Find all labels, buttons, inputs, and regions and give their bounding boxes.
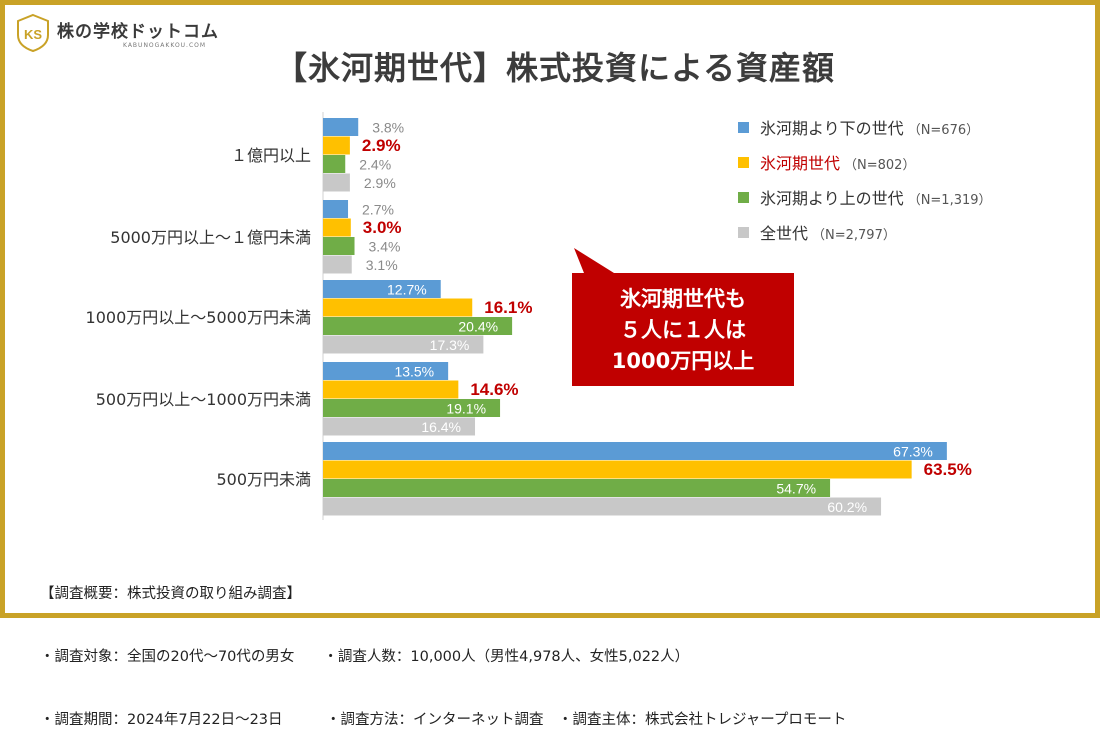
survey-note-line: ・調査期間：2024年7月22日～23日 ・調査方法：インターネット調査 ・調査… xyxy=(40,712,847,728)
bar-chart: １億円以上3.8%2.9%2.4%2.9%5000万円以上～１億円未満2.7%3… xyxy=(86,112,972,520)
data-label: 2.9% xyxy=(364,175,396,191)
category-label: 500万円以上～1000万円未満 xyxy=(96,390,311,409)
bar xyxy=(323,380,459,399)
callout-line: 氷河期世代も xyxy=(620,287,746,311)
bar xyxy=(323,280,441,298)
legend-label: 氷河期より上の世代 （N=1,319） xyxy=(760,189,992,208)
data-label: 3.1% xyxy=(366,257,398,273)
bar xyxy=(323,136,350,155)
category-label: 1000万円以上～5000万円未満 xyxy=(86,308,311,327)
bar xyxy=(323,362,449,380)
legend-label: 氷河期より下の世代 （N=676） xyxy=(760,119,980,138)
category-label: 5000万円以上～１億円未満 xyxy=(110,228,311,247)
callout-line: 1000万円以上 xyxy=(611,349,755,373)
bar xyxy=(323,155,346,173)
bar xyxy=(323,317,513,335)
callout-box: 氷河期世代も ５人に１人は 1000万円以上 xyxy=(572,248,796,388)
survey-note-heading: 【調査概要：株式投資の取り組み調査】 xyxy=(40,586,301,602)
bar xyxy=(323,173,350,192)
data-label: 54.7% xyxy=(776,481,816,497)
data-label: 12.7% xyxy=(387,282,427,298)
data-label: 3.0% xyxy=(363,218,402,237)
bar xyxy=(323,417,476,436)
bar xyxy=(323,237,355,255)
data-label: 2.7% xyxy=(362,202,394,218)
bar xyxy=(323,497,882,516)
logo-name: 株の学校ドットコム xyxy=(57,22,219,42)
survey-note-line: ・調査対象：全国の20代～70代の男女 ・調査人数：10,000人（男性4,97… xyxy=(40,649,690,665)
callout-line: ５人に１人は xyxy=(620,318,746,342)
shield-logo-icon: KS xyxy=(17,13,49,53)
data-label: 17.3% xyxy=(430,337,470,353)
logo-mark: KS xyxy=(24,27,42,42)
logo-subtitle: KABUNOGAKKOU.COM xyxy=(123,42,207,49)
legend-swatch xyxy=(738,122,749,133)
data-label: 19.1% xyxy=(446,401,486,417)
data-label: 16.4% xyxy=(421,419,461,435)
bar xyxy=(323,200,349,218)
bar xyxy=(323,479,831,497)
data-label: 2.9% xyxy=(362,136,401,155)
legend-swatch xyxy=(738,227,749,238)
bar xyxy=(323,118,359,136)
data-label: 14.6% xyxy=(470,380,518,399)
bar xyxy=(323,218,351,237)
data-label: 3.8% xyxy=(372,120,404,136)
data-label: 13.5% xyxy=(394,364,434,380)
data-label: 2.4% xyxy=(359,157,391,173)
bar xyxy=(323,335,484,354)
data-label: 63.5% xyxy=(924,460,972,479)
callout-shape xyxy=(572,248,794,386)
category-label: 500万円未満 xyxy=(216,470,311,489)
legend-swatch xyxy=(738,192,749,203)
survey-notes: 【調査概要：株式投資の取り組み調査】 ・調査対象：全国の20代～70代の男女 ・… xyxy=(40,542,846,752)
logo: KS 株の学校ドットコム KABUNOGAKKOU.COM xyxy=(13,11,253,57)
data-label: 20.4% xyxy=(458,319,498,335)
data-label: 67.3% xyxy=(893,444,933,460)
page-title: 【氷河期世代】株式投資による資産額 xyxy=(274,49,836,87)
bar xyxy=(323,442,947,460)
data-label: 3.4% xyxy=(369,239,401,255)
data-label: 60.2% xyxy=(827,499,867,515)
bar xyxy=(323,399,501,417)
category-label: １億円以上 xyxy=(231,146,311,165)
callout-text: 氷河期世代も ５人に１人は 1000万円以上 xyxy=(572,284,794,377)
bar xyxy=(323,460,912,479)
data-label: 16.1% xyxy=(484,298,532,317)
bar xyxy=(323,255,352,274)
legend-label: 氷河期世代 （N=802） xyxy=(760,154,916,173)
legend-label: 全世代 （N=2,797） xyxy=(760,224,896,243)
legend-swatch xyxy=(738,157,749,168)
bar xyxy=(323,298,473,317)
